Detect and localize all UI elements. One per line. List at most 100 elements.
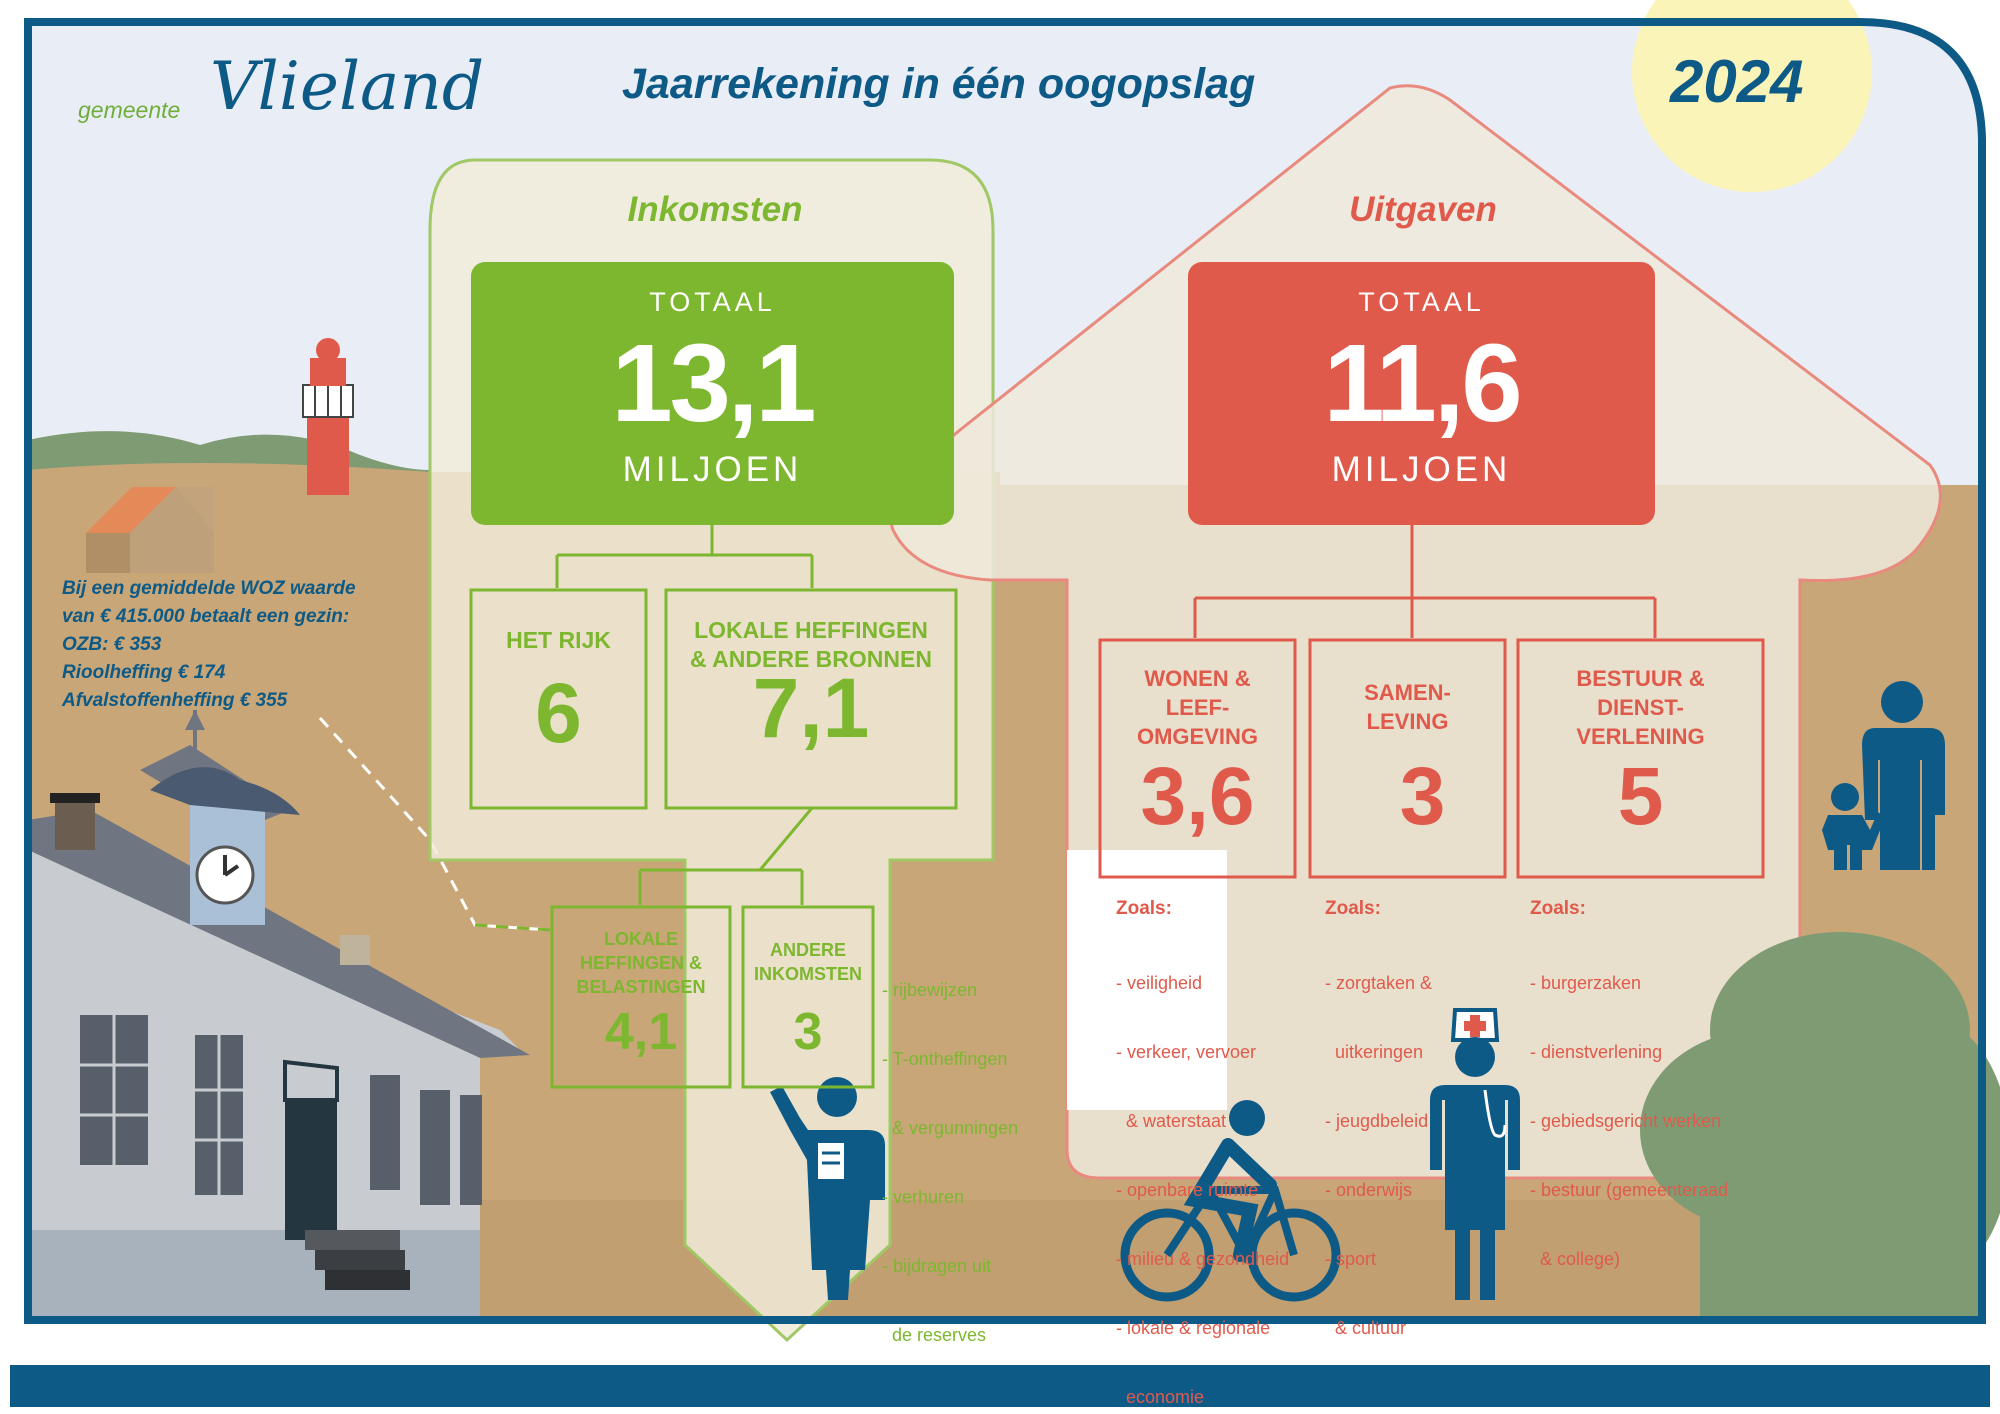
label-line: INKOMSTEN <box>754 964 862 984</box>
uitgaven-total-value: 11,6 <box>1323 322 1522 445</box>
woz-note: Bij een gemiddelde WOZ waarde van € 415.… <box>62 575 356 715</box>
label-line: SAMEN- <box>1364 680 1451 705</box>
label-line: BESTUUR & <box>1576 666 1705 691</box>
list-item: - veiligheid <box>1116 973 1203 993</box>
samenleving-zoals: Zoals: <box>1325 898 1381 919</box>
woz-line: OZB: € 353 <box>62 634 162 655</box>
uitgaven-total-unit: MILJOEN <box>1331 450 1512 489</box>
inkomsten-connectors <box>555 523 814 905</box>
page-title: Jaarrekening in één oogopslag <box>622 60 1256 108</box>
het-rijk-box <box>469 588 648 810</box>
frame <box>24 18 1986 1324</box>
woz-line: van € 415.000 betaalt een gezin: <box>62 606 350 627</box>
samenleving-list: - zorgtaken & uitkeringen - jeugdbeleid … <box>1325 926 1432 1363</box>
inkomsten-total-unit: MILJOEN <box>622 450 803 489</box>
sun <box>1632 0 1872 192</box>
list-item: & vergunningen <box>882 1118 1019 1138</box>
bestuur-label: BESTUUR & DIENST- VERLENING <box>1518 664 1763 751</box>
lokale-bronnen-value: 7,1 <box>752 661 870 755</box>
list-item: - T-ontheffingen <box>882 1049 1008 1069</box>
het-rijk-value: 6 <box>535 666 582 760</box>
label-line: VERLENING <box>1576 724 1705 749</box>
inkomsten-total-label: TOTAAL <box>649 287 776 317</box>
footer-bar <box>10 1365 1990 1407</box>
het-rijk-label: HET RIJK <box>506 627 611 653</box>
andere-inkomsten-label: ANDERE INKOMSTEN <box>743 938 873 986</box>
inkomsten-total-box <box>471 262 954 525</box>
uitgaven-connectors <box>1193 523 1657 638</box>
bestuur-value: 5 <box>1617 751 1664 842</box>
lokale-belastingen-label: LOKALE HEFFINGEN & BELASTINGEN <box>552 927 730 999</box>
list-item: - openbare ruimte <box>1116 1180 1259 1200</box>
uitgaven-total-label: TOTAAL <box>1358 287 1485 317</box>
year-label: 2024 <box>1670 48 1804 115</box>
label-line: LEVING <box>1366 709 1449 734</box>
list-item: economie <box>1116 1387 1205 1407</box>
list-item: & college) <box>1530 1249 1621 1269</box>
samenleving-box <box>1308 638 1507 879</box>
list-item: - onderwijs <box>1325 1180 1413 1200</box>
bush-icon <box>1640 932 2000 1320</box>
list-item: - zorgtaken & <box>1325 973 1433 993</box>
label-line: HEFFINGEN & <box>579 953 702 973</box>
bestuur-box <box>1516 638 1765 879</box>
list-item: - lokale & regionale <box>1116 1318 1271 1338</box>
list-item: - jeugdbeleid <box>1325 1111 1429 1131</box>
label-line: & ANDERE BRONNEN <box>690 646 932 672</box>
logo-prefix: gemeente <box>78 97 181 123</box>
parent-child-icon <box>1822 681 1945 870</box>
bestuur-list: - burgerzaken - dienstverlening - gebied… <box>1530 926 1728 1294</box>
lokale-bronnen-label: LOKALE HEFFINGEN & ANDERE BRONNEN <box>666 616 956 674</box>
woz-line: Rioolheffing € 174 <box>62 662 226 683</box>
woz-connector <box>318 716 551 932</box>
woz-line: Afvalstoffenheffing € 355 <box>62 690 288 711</box>
small-house-icon <box>86 487 214 573</box>
list-item: - rijbewijzen <box>882 980 978 1000</box>
list-item: - bestuur (gemeenteraad <box>1530 1180 1729 1200</box>
list-item: - bijdragen uit <box>882 1256 992 1276</box>
town-hall-icon <box>28 710 530 1320</box>
andere-inkomsten-box <box>741 905 875 1089</box>
list-item: uitkeringen <box>1325 1042 1424 1062</box>
lokale-bronnen-box <box>664 588 958 810</box>
lokale-belastingen-box <box>550 905 732 1089</box>
label-line: LOKALE <box>604 929 678 949</box>
lighthouse-icon <box>302 338 354 495</box>
label-line: LEEF- <box>1165 695 1230 720</box>
label-line: DIENST- <box>1597 695 1684 720</box>
inkomsten-total-value: 13,1 <box>611 322 816 445</box>
label-line: BELASTINGEN <box>576 977 706 997</box>
label-line: LOKALE HEFFINGEN <box>694 617 928 643</box>
uitgaven-title: Uitgaven <box>1349 190 1497 229</box>
list-item: - verhuren <box>882 1187 965 1207</box>
cyclist-icon <box>1120 1100 1341 1302</box>
wonen-list: - veiligheid - verkeer, vervoer & waters… <box>1116 926 1289 1414</box>
list-item: - burgerzaken <box>1530 973 1642 993</box>
list-item: & waterstaat <box>1116 1111 1227 1131</box>
woz-line: Bij een gemiddelde WOZ waarde <box>62 578 356 599</box>
list-item: - dienstverlening <box>1530 1042 1663 1062</box>
lokale-belastingen-value: 4,1 <box>604 1003 678 1061</box>
list-item: - milieu & gezondheid <box>1116 1249 1290 1269</box>
list-item: - gebiedsgericht werken <box>1530 1111 1722 1131</box>
bestuur-zoals: Zoals: <box>1530 898 1586 919</box>
label-line: OMGEVING <box>1136 724 1258 749</box>
inkomsten-title: Inkomsten <box>627 190 803 229</box>
samenleving-label: SAMEN- LEVING <box>1310 678 1505 736</box>
logo-name: Vlieland <box>210 48 485 125</box>
doctor-icon <box>1430 1008 1520 1300</box>
label-line: WONEN & <box>1144 666 1251 691</box>
list-item: de reserves <box>882 1325 987 1345</box>
wonen-label: WONEN & LEEF- OMGEVING <box>1100 664 1295 751</box>
samenleving-value: 3 <box>1399 751 1446 842</box>
wonen-box <box>1098 638 1297 879</box>
wonen-value: 3,6 <box>1140 751 1255 842</box>
wonen-zoals: Zoals: <box>1116 898 1172 919</box>
andere-inkomsten-list: - rijbewijzen - T-ontheffingen & vergunn… <box>882 933 1018 1370</box>
uitgaven-total-box <box>1188 262 1655 525</box>
list-item: - sport <box>1325 1249 1377 1269</box>
label-line: ANDERE <box>769 940 846 960</box>
list-item: & cultuur <box>1325 1318 1407 1338</box>
list-item: - verkeer, vervoer <box>1116 1042 1257 1062</box>
